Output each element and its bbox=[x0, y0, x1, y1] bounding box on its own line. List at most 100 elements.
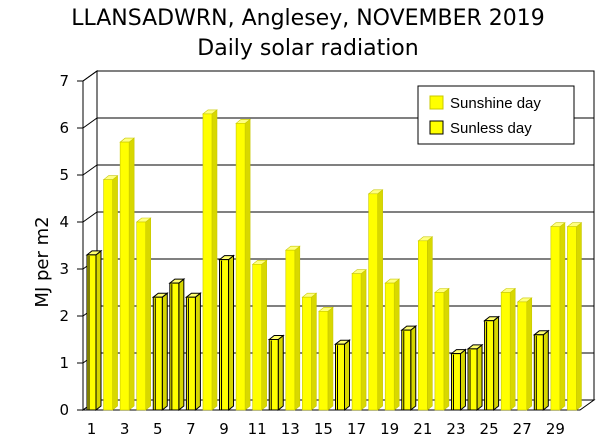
bar-front bbox=[484, 320, 495, 411]
bar-front bbox=[185, 296, 196, 411]
bar-23 bbox=[450, 348, 467, 412]
bar-front bbox=[285, 249, 296, 411]
bar-front bbox=[384, 282, 395, 411]
bar-3 bbox=[119, 137, 135, 411]
bar-side bbox=[542, 329, 549, 412]
bar-front bbox=[567, 226, 577, 411]
bar-side bbox=[244, 118, 251, 411]
bar-front bbox=[219, 259, 230, 411]
bar-2 bbox=[102, 175, 119, 411]
bar-side bbox=[427, 236, 433, 411]
bar-front bbox=[351, 273, 362, 411]
bar-16 bbox=[334, 339, 351, 412]
x-tick-label: 27 bbox=[513, 420, 532, 438]
gridline bbox=[82, 164, 594, 176]
bar-side bbox=[526, 297, 533, 411]
chart-subtitle: Daily solar radiation bbox=[197, 36, 419, 61]
x-tick-label: 3 bbox=[120, 420, 130, 438]
bar-front bbox=[467, 348, 478, 411]
bar-side bbox=[327, 306, 334, 411]
y-tick-label: 3 bbox=[59, 260, 69, 278]
bar-30 bbox=[566, 222, 583, 411]
bar-11 bbox=[251, 259, 268, 411]
bar-side bbox=[161, 292, 168, 412]
x-tick-label: 21 bbox=[413, 420, 432, 438]
bar-side bbox=[443, 287, 450, 411]
bar-side bbox=[493, 315, 500, 412]
bar-26 bbox=[500, 287, 517, 411]
bar-10 bbox=[235, 118, 251, 411]
bar-22 bbox=[434, 287, 450, 411]
x-tick-label: 19 bbox=[380, 420, 399, 438]
legend-label: Sunshine day bbox=[450, 95, 541, 112]
chart-title: LLANSADWRN, Anglesey, NOVEMBER 2019 bbox=[71, 6, 545, 31]
bar-front bbox=[533, 334, 544, 411]
legend-label: Sunless day bbox=[450, 120, 532, 137]
bar-side bbox=[228, 254, 235, 412]
bar-12 bbox=[267, 334, 285, 412]
x-tick-label: 25 bbox=[480, 420, 499, 438]
bar-7 bbox=[184, 292, 202, 412]
bar-side bbox=[393, 278, 400, 411]
x-tick-label: 29 bbox=[546, 420, 565, 438]
bar-14 bbox=[301, 292, 318, 411]
bar-front bbox=[500, 292, 511, 411]
y-tick-label: 6 bbox=[59, 119, 69, 137]
x-tick-label: 1 bbox=[87, 420, 97, 438]
gridline bbox=[82, 70, 594, 82]
legend-swatch bbox=[429, 120, 444, 135]
bar-front bbox=[450, 353, 461, 411]
bar-24 bbox=[466, 343, 484, 412]
bar-19 bbox=[384, 278, 401, 411]
bar-front bbox=[401, 329, 412, 411]
bar-front bbox=[103, 179, 113, 411]
bar-front bbox=[202, 113, 213, 411]
bar-21 bbox=[417, 236, 434, 411]
x-tick-label: 17 bbox=[347, 420, 366, 438]
bar-18 bbox=[367, 189, 384, 411]
bar-17 bbox=[351, 269, 367, 411]
bar-front bbox=[152, 296, 163, 411]
bar-side bbox=[261, 259, 267, 411]
bar-side bbox=[178, 278, 185, 412]
bar-front bbox=[318, 310, 329, 411]
bar-front bbox=[368, 193, 378, 411]
bar-front bbox=[302, 296, 312, 411]
bar-front bbox=[335, 343, 345, 411]
bar-side bbox=[576, 222, 582, 411]
gridline bbox=[82, 211, 594, 223]
bar-front bbox=[119, 141, 130, 411]
bar-front bbox=[235, 123, 246, 411]
bar-side bbox=[559, 222, 566, 411]
bar-side bbox=[128, 137, 135, 411]
bar-29 bbox=[550, 222, 566, 411]
y-tick-label: 4 bbox=[59, 213, 69, 231]
bar-side bbox=[410, 325, 417, 412]
bar-side bbox=[211, 109, 218, 411]
x-tick-label: 15 bbox=[314, 420, 333, 438]
bar-side bbox=[145, 217, 151, 411]
bar-side bbox=[344, 339, 350, 412]
bar-1 bbox=[85, 249, 103, 412]
legend-swatch bbox=[429, 95, 444, 110]
bar-side bbox=[377, 189, 383, 411]
bar-front bbox=[86, 254, 97, 411]
bar-15 bbox=[318, 306, 334, 411]
bar-front bbox=[252, 263, 262, 411]
bar-front bbox=[550, 226, 561, 411]
bar-front bbox=[418, 240, 428, 411]
bar-28 bbox=[532, 329, 550, 412]
x-tick-label: 11 bbox=[248, 420, 267, 438]
x-tick-label: 7 bbox=[186, 420, 196, 438]
bar-4 bbox=[135, 217, 152, 411]
y-axis-label: MJ per m2 bbox=[32, 216, 53, 307]
bar-side bbox=[360, 269, 367, 411]
bar-side bbox=[311, 292, 317, 411]
bar-side bbox=[294, 245, 301, 411]
bar-front bbox=[136, 221, 146, 411]
y-tick-label: 0 bbox=[59, 401, 69, 419]
bar-side bbox=[509, 287, 516, 411]
y-tick-label: 1 bbox=[59, 354, 69, 372]
bar-27 bbox=[516, 297, 533, 411]
